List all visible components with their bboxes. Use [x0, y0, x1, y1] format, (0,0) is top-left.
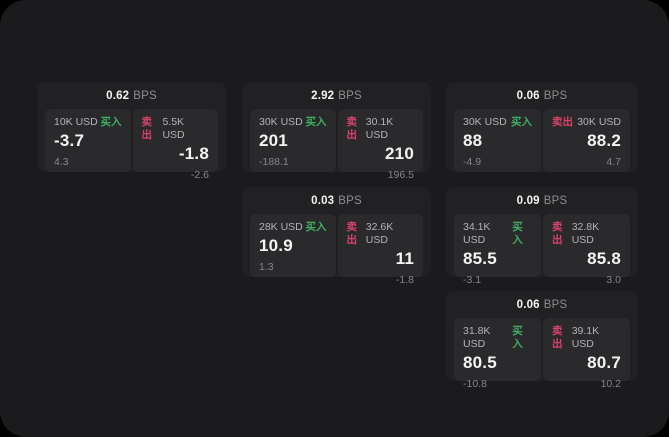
buy-side-label: 买入	[305, 221, 327, 233]
quote-card: 0.03 BPS 28K USD 买入 10.9 1.3 卖出 32.6K USD…	[242, 187, 431, 286]
sell-quote-panel[interactable]: 卖出 30K USD 88.2 4.7	[543, 109, 630, 172]
sell-price: 11	[395, 249, 414, 268]
sell-delta: 196.5	[387, 169, 414, 181]
sell-quote-panel[interactable]: 卖出 30.1K USD 210 196.5	[337, 109, 423, 181]
buy-side-label: 买入	[511, 116, 532, 128]
buy-quote-panel[interactable]: 30K USD 买入 88 -4.9	[454, 109, 541, 172]
sell-side-label: 卖出	[552, 325, 563, 350]
sell-price: 80.7	[587, 353, 621, 372]
buy-price: 85.5	[463, 249, 497, 268]
buy-quote-panel[interactable]: 28K USD 买入 10.9 1.3	[250, 214, 336, 277]
sell-delta: 10.2	[600, 378, 621, 390]
buy-delta: -10.8	[463, 378, 487, 390]
notional-amount: 28K USD	[259, 221, 303, 233]
buy-side-label: 买入	[512, 325, 523, 350]
sell-delta: -1.8	[395, 274, 414, 286]
sell-side-label: 卖出	[552, 221, 563, 246]
buy-price: 10.9	[259, 236, 293, 255]
notional-amount: 30K USD	[463, 116, 507, 128]
sell-price: 88.2	[587, 131, 621, 150]
sell-price: 85.8	[587, 249, 621, 268]
sell-delta: 4.7	[606, 156, 621, 168]
quote-card: 0.06 BPS 31.8K USD 买入 80.5 -10.8 卖出 39.1K…	[446, 291, 638, 390]
buy-delta: 4.3	[54, 156, 69, 168]
buy-delta: -188.1	[259, 156, 289, 168]
quote-card: 0.62 BPS 10K USD 买入 -3.7 4.3 卖出 5.5K USD …	[37, 82, 226, 181]
bps-unit: BPS	[543, 90, 568, 102]
buy-price: 201	[259, 131, 288, 150]
notional-amount: 30K USD	[577, 116, 621, 128]
sell-delta: 3.0	[606, 274, 621, 286]
notional-amount: 30.1K USD	[365, 116, 394, 141]
buy-price: -3.7	[54, 131, 85, 150]
sell-price: -1.8	[178, 144, 209, 163]
bps-unit: BPS	[133, 90, 157, 102]
notional-amount: 30K USD	[259, 116, 303, 128]
bps-value: 0.09	[516, 195, 540, 207]
bps-value: 0.06	[516, 299, 540, 311]
notional-amount: 10K USD	[54, 116, 98, 128]
buy-quote-panel[interactable]: 31.8K USD 买入 80.5 -10.8	[454, 318, 541, 390]
buy-price: 88	[463, 131, 483, 150]
notional-amount: 5.5K USD	[162, 116, 185, 141]
sell-side-label: 卖出	[141, 116, 153, 141]
notional-amount: 31.8K USD	[463, 325, 491, 350]
buy-delta: -3.1	[463, 274, 482, 286]
sell-price: 210	[385, 144, 414, 163]
sell-side-label: 卖出	[346, 221, 358, 246]
buy-side-label: 买入	[305, 116, 327, 128]
quote-card: 0.06 BPS 30K USD 买入 88 -4.9 卖出 30K USD 88…	[446, 82, 638, 172]
buy-delta: 1.3	[259, 261, 274, 273]
spread-bps: 0.09 BPS	[454, 194, 630, 208]
buy-price: 80.5	[463, 353, 497, 372]
sell-quote-panel[interactable]: 卖出 39.1K USD 80.7 10.2	[543, 318, 630, 390]
sell-quote-panel[interactable]: 卖出 32.6K USD 11 -1.8	[337, 214, 423, 286]
buy-quote-panel[interactable]: 30K USD 买入 201 -188.1	[250, 109, 336, 172]
spread-bps: 2.92 BPS	[250, 89, 423, 103]
bps-value: 2.92	[311, 90, 335, 102]
bps-unit: BPS	[338, 90, 362, 102]
spread-bps: 0.06 BPS	[454, 298, 630, 312]
quote-card: 0.09 BPS 34.1K USD 买入 85.5 -3.1 卖出 32.8K …	[446, 187, 638, 286]
spread-bps: 0.62 BPS	[45, 89, 218, 103]
sell-delta: -2.6	[190, 169, 209, 181]
quote-card: 2.92 BPS 30K USD 买入 201 -188.1 卖出 30.1K U…	[242, 82, 431, 181]
sell-side-label: 卖出	[346, 116, 358, 141]
bps-value: 0.62	[106, 90, 130, 102]
bps-unit: BPS	[338, 195, 362, 207]
buy-quote-panel[interactable]: 34.1K USD 买入 85.5 -3.1	[454, 214, 541, 286]
spread-bps: 0.03 BPS	[250, 194, 423, 208]
notional-amount: 32.8K USD	[571, 221, 600, 246]
bps-unit: BPS	[543, 299, 568, 311]
spread-bps: 0.06 BPS	[454, 89, 630, 103]
bps-unit: BPS	[543, 195, 568, 207]
notional-amount: 32.6K USD	[365, 221, 394, 246]
notional-amount: 34.1K USD	[463, 221, 491, 246]
buy-quote-panel[interactable]: 10K USD 买入 -3.7 4.3	[45, 109, 131, 172]
sell-quote-panel[interactable]: 卖出 5.5K USD -1.8 -2.6	[132, 109, 218, 181]
bps-value: 0.03	[311, 195, 335, 207]
sell-quote-panel[interactable]: 卖出 32.8K USD 85.8 3.0	[543, 214, 630, 286]
buy-delta: -4.9	[463, 156, 482, 168]
buy-side-label: 买入	[100, 116, 122, 128]
sell-side-label: 卖出	[552, 116, 573, 128]
bps-value: 0.06	[516, 90, 540, 102]
buy-side-label: 买入	[512, 221, 523, 246]
notional-amount: 39.1K USD	[571, 325, 600, 350]
